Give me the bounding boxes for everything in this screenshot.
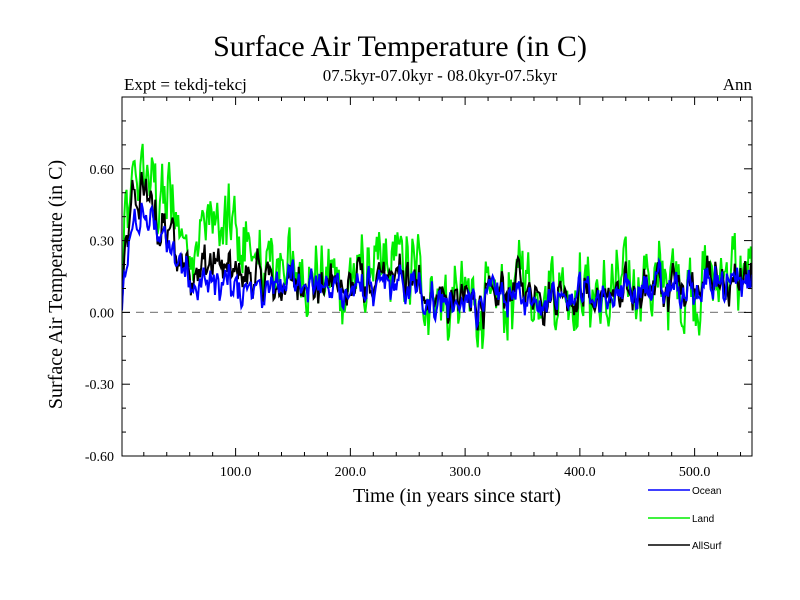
y-tick-label: -0.30 [85, 378, 114, 393]
x-tick-label: 100.0 [220, 465, 252, 480]
y-tick-label: 0.60 [90, 163, 115, 178]
y-axis-title: Surface Air Temperature (in C) [45, 160, 67, 409]
y-tick-label: 0.00 [90, 306, 115, 321]
x-tick-label: 300.0 [449, 465, 481, 480]
season-label: Ann [722, 75, 752, 94]
chart-title: Surface Air Temperature (in C) [213, 30, 587, 63]
legend-label-land: Land [692, 514, 714, 525]
x-tick-label: 200.0 [335, 465, 367, 480]
plot-frame [121, 96, 753, 457]
x-tick-label: 500.0 [679, 465, 711, 480]
y-tick-label: -0.60 [85, 450, 114, 465]
y-tick-label: 0.30 [90, 235, 115, 250]
x-tick-label: 400.0 [564, 465, 596, 480]
legend-label-ocean: Ocean [692, 486, 721, 497]
series-line-ocean [122, 202, 752, 331]
series-line-land [122, 143, 752, 349]
legend-label-allsurf: AllSurf [692, 541, 722, 552]
experiment-label: Expt = tekdj-tekcj [124, 75, 247, 94]
chart-subtitle: 07.5kyr-07.0kyr - 08.0kyr-07.5kyr [322, 66, 558, 85]
x-axis-title: Time (in years since start) [353, 485, 561, 507]
